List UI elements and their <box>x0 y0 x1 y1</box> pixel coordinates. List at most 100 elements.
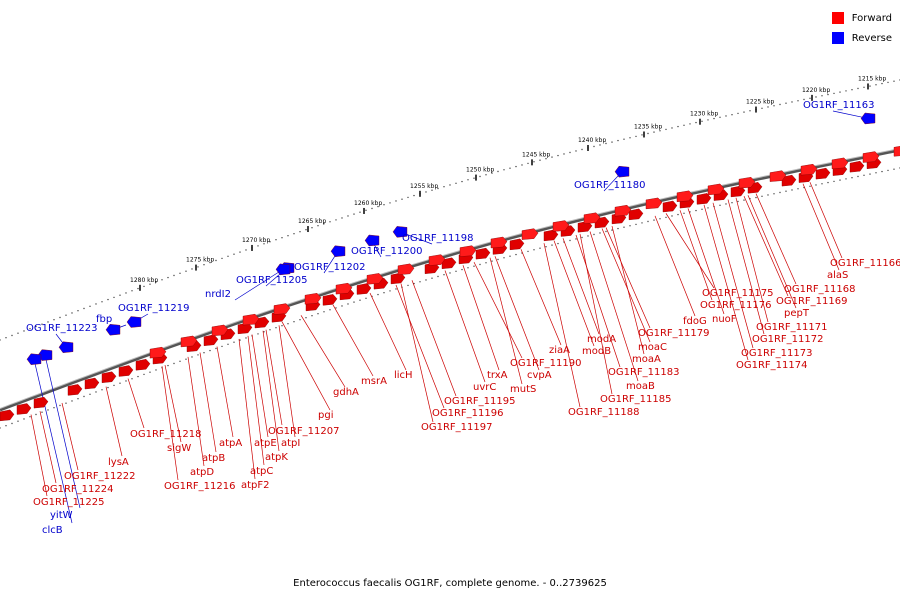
forward-gene-arrow <box>815 167 831 180</box>
tick-dot <box>599 144 601 146</box>
forward-gene-arrow <box>509 238 525 251</box>
forward-gene-label: licH <box>394 370 413 381</box>
forward-gene-label: mutS <box>510 384 536 395</box>
tick-dot <box>467 267 469 269</box>
tick-dot <box>275 327 277 329</box>
tick-dot <box>509 167 511 169</box>
tick-dot <box>227 343 229 345</box>
tick-dot <box>845 90 847 92</box>
tick-dot <box>113 384 115 387</box>
forward-gene-arrow <box>203 334 219 346</box>
forward-gene-arrow <box>441 257 457 270</box>
tick-dot <box>455 182 457 184</box>
tick-dot <box>437 187 439 190</box>
tick-dot <box>197 266 199 268</box>
forward-leader-line <box>703 204 749 361</box>
forward-gene-arrow <box>662 200 678 213</box>
tick-dot <box>89 393 91 395</box>
tick-dot <box>527 250 529 253</box>
forward-gene-arrow <box>893 146 900 157</box>
tick-dot <box>719 116 721 119</box>
forward-leader-line <box>199 352 217 453</box>
forward-leader-line <box>39 411 57 484</box>
tick-dot <box>353 213 355 215</box>
reverse-gene-arrow <box>26 353 42 365</box>
forward-gene-label: OG1RF_11222 <box>64 471 136 482</box>
tick-dot <box>461 268 463 271</box>
tick-dot <box>269 329 271 331</box>
tick-dot <box>215 259 217 262</box>
forward-leader-line <box>543 243 581 408</box>
reverse-gene-label: OG1RF_11202 <box>294 262 366 273</box>
forward-leader-line <box>262 330 280 452</box>
tick-dot <box>233 253 235 255</box>
forward-gene-label: sigW <box>167 443 191 454</box>
forward-gene-label: OG1RF_11185 <box>600 394 672 405</box>
tick-dot <box>605 142 607 145</box>
tick-dot <box>767 106 769 108</box>
forward-gene-label: moaA <box>632 354 661 365</box>
tick-dot <box>425 279 427 281</box>
forward-gene-arrow <box>475 247 491 260</box>
tick-dot <box>569 239 571 242</box>
legend-forward: Forward <box>831 8 892 28</box>
tick-dot <box>377 205 379 208</box>
forward-gene-arrow <box>614 204 632 217</box>
tick-dot <box>497 258 499 261</box>
forward-leader-line <box>216 346 234 438</box>
tick-dot <box>167 364 169 367</box>
tick-dot <box>791 189 793 191</box>
tick-dot <box>851 177 853 179</box>
tick-dot <box>179 272 181 274</box>
tick-dot <box>245 337 247 339</box>
tick-dot <box>809 97 811 100</box>
tick-dot <box>773 193 775 195</box>
tick-dot <box>677 213 679 216</box>
forward-leader-line <box>238 338 256 480</box>
forward-leader-line <box>161 366 179 481</box>
kbp-tick-label: 1255 kbp <box>410 183 438 190</box>
forward-gene-arrow <box>738 176 756 189</box>
tick-dot <box>137 375 139 378</box>
kbp-tick-label: 1220 kbp <box>802 87 830 94</box>
tick-dot <box>365 209 367 211</box>
tick-dot <box>329 309 331 311</box>
tick-dot <box>65 402 67 404</box>
forward-gene-label: OG1RF_11207 <box>268 426 340 437</box>
kbp-tick-label: 1275 kbp <box>186 257 214 264</box>
forward-leader-line <box>727 199 765 335</box>
tick-dot <box>665 216 667 219</box>
tick-dot <box>293 321 295 323</box>
forward-leader-line <box>127 378 145 429</box>
tick-dot <box>887 81 889 84</box>
tick-dot <box>257 333 259 335</box>
forward-gene-label: atpD <box>190 467 214 478</box>
tick-dot <box>785 102 787 104</box>
legend-forward-label: Forward <box>851 12 892 24</box>
tick-dot <box>869 85 871 87</box>
tick-dot <box>41 323 43 325</box>
forward-gene-arrow <box>322 294 338 306</box>
forward-gene-label: OG1RF_11174 <box>736 360 808 371</box>
tick-dot <box>419 281 421 283</box>
forward-leader-line <box>654 215 696 317</box>
tick-dot <box>671 215 673 217</box>
forward-leader-line <box>562 238 600 335</box>
forward-gene-arrow <box>676 190 694 203</box>
forward-gene-arrow <box>33 396 49 409</box>
tick-dot <box>473 177 475 179</box>
tick-dot <box>665 128 667 131</box>
tick-dot <box>437 275 439 278</box>
tick-dot <box>59 316 61 319</box>
forward-leader-line <box>369 292 407 371</box>
tick-dot <box>317 313 319 315</box>
tick-dot <box>59 404 61 407</box>
tick-dot <box>227 255 229 257</box>
tick-dot <box>155 281 157 283</box>
tick-dot <box>881 82 883 85</box>
forward-gene-arrow <box>543 229 559 242</box>
genome-caption: Enterococcus faecalis OG1RF, complete ge… <box>293 578 607 589</box>
tick-dot <box>11 422 13 425</box>
tick-dot <box>503 169 505 171</box>
tick-dot <box>77 310 79 312</box>
